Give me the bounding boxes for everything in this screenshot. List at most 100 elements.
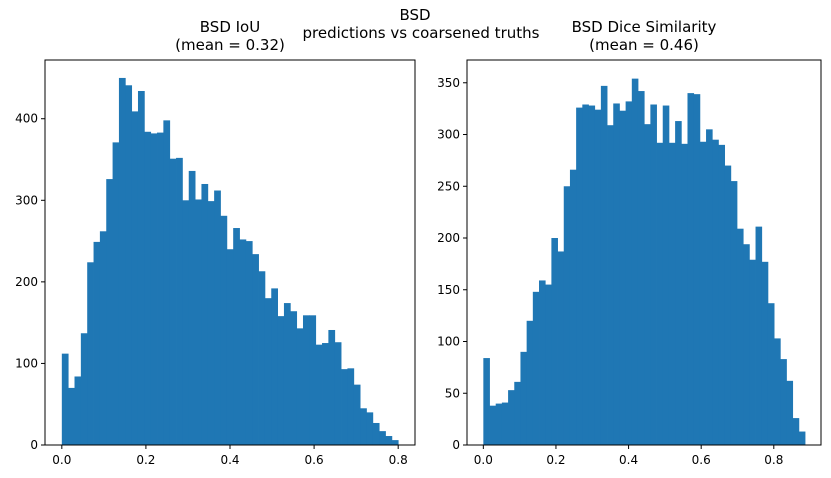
dice-bar	[780, 359, 787, 445]
dice-x-tick-label: 0.8	[764, 453, 783, 467]
iou-bar	[220, 215, 228, 445]
dice-bar	[520, 351, 528, 445]
dice-x-tick-label: 0.0	[474, 453, 493, 467]
iou-bar	[207, 201, 215, 445]
iou-bar	[366, 412, 374, 445]
dice-bars	[483, 78, 806, 446]
iou-x-tick-label: 0.0	[52, 453, 71, 467]
dice-chart-title-line-1: BSD Dice Similarity	[572, 18, 717, 36]
dice-bar	[582, 104, 589, 445]
dice-bar	[798, 431, 806, 445]
dice-y-axis-ticks: 0 50 100 150 200 250 300 350	[437, 76, 467, 452]
dice-bar	[526, 320, 534, 445]
iou-x-tick-label: 0.6	[305, 453, 324, 467]
iou-bar	[258, 271, 266, 445]
dice-bar	[532, 291, 540, 445]
iou-bar	[157, 132, 164, 445]
dice-bar	[712, 139, 719, 445]
dice-bar	[644, 124, 651, 446]
iou-bar	[106, 179, 113, 445]
iou-bar	[182, 200, 190, 445]
iou-bar	[80, 333, 88, 445]
iou-bar	[309, 315, 317, 445]
iou-bar	[214, 190, 221, 445]
dice-bar	[656, 142, 664, 445]
dice-bar	[625, 101, 633, 445]
iou-bar	[195, 199, 202, 445]
iou-bar	[322, 343, 329, 445]
iou-bar	[290, 311, 298, 445]
dice-bar	[718, 144, 726, 445]
dice-axes-frame	[466, 59, 822, 446]
dice-x-axis-ticks: 0.0 0.2 0.4 0.6 0.8	[474, 445, 783, 467]
iou-bar	[347, 368, 355, 445]
iou-bar	[99, 231, 107, 445]
iou-chart-title-line-1: BSD IoU	[200, 18, 260, 36]
dice-y-tick-label: 200	[437, 231, 460, 245]
dice-bar	[594, 109, 602, 445]
iou-x-tick-label: 0.4	[220, 453, 239, 467]
iou-bar	[74, 376, 82, 445]
iou-bar	[271, 288, 278, 445]
dice-bar	[514, 381, 521, 445]
iou-bar	[252, 254, 259, 445]
dice-bar	[786, 380, 794, 445]
dice-bar	[637, 91, 645, 445]
iou-bar	[112, 142, 120, 445]
dice-bar	[693, 94, 701, 445]
iou-bar	[385, 436, 393, 445]
iou-bar	[379, 431, 386, 445]
dice-bar	[687, 93, 695, 445]
iou-y-tick-label: 0	[30, 438, 38, 452]
dice-bar	[588, 105, 596, 446]
dice-bar	[774, 338, 781, 445]
iou-bar	[283, 303, 291, 445]
iou-bar	[176, 157, 183, 446]
dice-y-tick-label: 0	[452, 438, 460, 452]
dice-bar	[668, 142, 676, 445]
iou-bar	[341, 369, 348, 445]
iou-bar	[302, 315, 310, 445]
iou-bar	[125, 85, 133, 446]
dice-x-tick-label: 0.2	[546, 453, 565, 467]
dice-bar	[706, 129, 713, 445]
dice-bar	[501, 402, 509, 445]
iou-y-axis-ticks: 0 100 200 300 400	[15, 112, 45, 452]
iou-bar	[68, 387, 75, 445]
dice-bar	[755, 226, 763, 445]
iou-bar	[360, 408, 367, 445]
iou-x-axis-ticks: 0.0 0.2 0.4 0.6 0.8	[52, 445, 408, 467]
iou-x-tick-label: 0.2	[136, 453, 155, 467]
figure-suptitle-line-1: BSD	[399, 6, 430, 24]
dice-x-tick-label: 0.4	[619, 453, 638, 467]
iou-y-tick-label: 400	[15, 112, 38, 126]
dice-bar	[619, 110, 627, 445]
iou-bar	[328, 329, 336, 445]
dice-bar	[792, 418, 800, 445]
dice-bar	[600, 85, 608, 445]
iou-bar	[93, 241, 101, 445]
iou-bar	[264, 298, 272, 445]
iou-bar	[233, 228, 240, 445]
dice-bar	[576, 107, 583, 445]
dice-bar	[539, 280, 546, 445]
iou-bar	[372, 422, 380, 445]
dice-bar	[569, 169, 577, 446]
dice-bar	[749, 259, 756, 445]
iou-bar	[226, 249, 234, 445]
iou-y-tick-label: 300	[15, 193, 38, 207]
dice-bar	[662, 105, 670, 446]
iou-y-tick-label: 100	[15, 356, 38, 370]
iou-bar	[201, 183, 209, 446]
dice-bar	[483, 358, 490, 445]
iou-bar	[61, 353, 69, 445]
iou-bar	[188, 170, 196, 446]
iou-bar	[277, 316, 285, 445]
iou-bar	[118, 77, 126, 445]
iou-bar	[163, 120, 171, 445]
iou-histogram-panel: BSD IoU (mean = 0.32) 0.0 0.2 0.4 0.6 0.8 0 1…	[15, 18, 416, 467]
dice-bar	[767, 303, 775, 445]
dice-bar	[650, 104, 657, 445]
iou-y-tick-label: 200	[15, 275, 38, 289]
dice-bar	[545, 284, 552, 445]
